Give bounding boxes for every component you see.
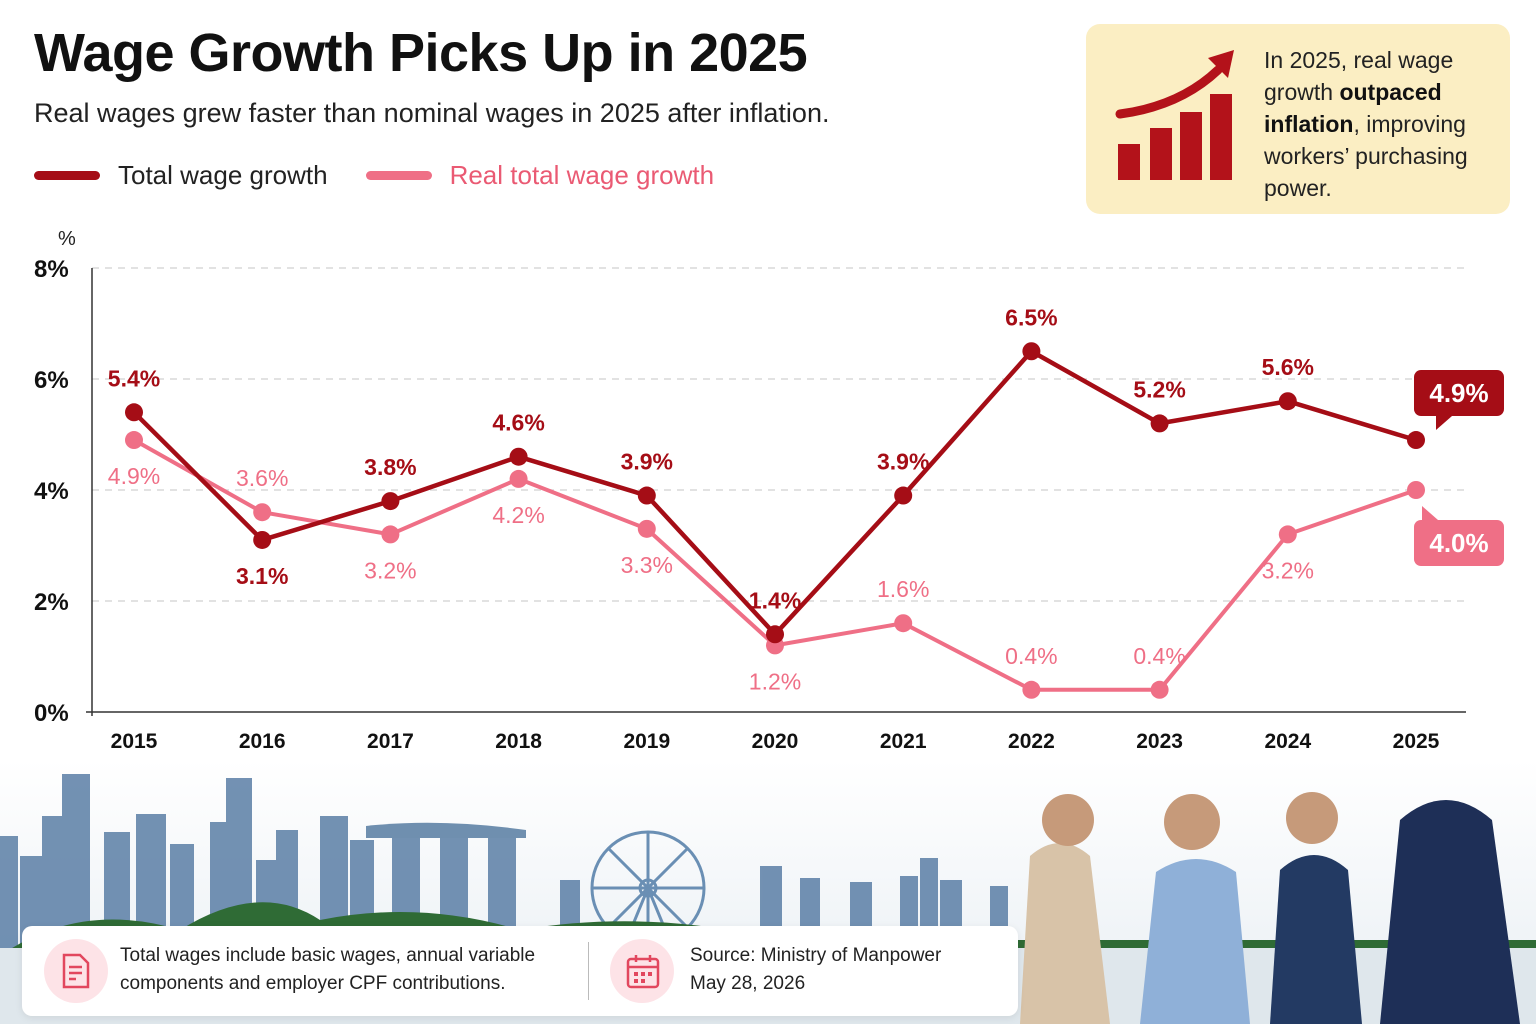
x-tick-label: 2023 <box>1136 730 1183 753</box>
callout-text-2: , improving workers’ purchasing power. <box>1264 111 1468 201</box>
legend-label-total: Total wage growth <box>118 160 328 190</box>
callout-bold-1: outpaced <box>1339 79 1442 105</box>
insight-callout: In 2025, real wage growth outpaced infla… <box>1086 24 1510 214</box>
data-point-total-wage-growth <box>253 530 272 549</box>
data-point-total-wage-growth <box>1407 431 1425 450</box>
data-point-real-total-wage-growth <box>1022 680 1041 699</box>
x-tick-label: 2017 <box>367 730 414 753</box>
footer-source-line2: May 28, 2026 <box>690 973 806 994</box>
x-tick-label: 2015 <box>111 730 158 753</box>
data-label-box-total <box>1414 370 1504 417</box>
page-title: Wage Growth Picks Up in 2025 <box>34 23 808 83</box>
data-point-real-total-wage-growth <box>1278 525 1297 544</box>
data-point-real-total-wage-growth <box>509 469 528 488</box>
data-label-total: 1.4% <box>749 587 801 613</box>
data-label-total: 3.1% <box>236 563 288 589</box>
data-label-total: 6.5% <box>1005 304 1057 330</box>
footer-divider <box>588 942 589 1000</box>
data-point-real-total-wage-growth <box>253 503 272 522</box>
data-point-total-wage-growth <box>637 486 656 505</box>
footer-definition-line2: components and employer CPF contribution… <box>120 973 506 994</box>
data-point-total-wage-growth <box>381 492 400 511</box>
x-tick-label: 2020 <box>752 730 799 753</box>
x-tick-label: 2018 <box>495 730 542 753</box>
data-point-real-total-wage-growth <box>894 614 913 633</box>
data-point-total-wage-growth <box>125 403 143 422</box>
callout-text-1: In 2025, real wage growth <box>1264 47 1454 105</box>
x-tick-label: 2019 <box>623 730 670 753</box>
data-label-total: 5.2% <box>1133 376 1185 402</box>
line-chart: % 0% 2% 4% 6% 8% 2015 2016 2017 2018 2019 2020 2021 2… <box>34 228 1504 753</box>
data-label-box-real <box>1414 520 1504 566</box>
page-subtitle: Real wages grew faster than nominal wage… <box>34 98 830 128</box>
data-point-total-wage-growth <box>1022 342 1041 361</box>
legend-item-real: Real total wage growth <box>365 160 715 191</box>
data-point-total-wage-growth <box>509 447 528 466</box>
data-label-real: 3.6% <box>236 465 288 491</box>
data-label-real: 4.2% <box>492 502 544 528</box>
legend-swatch-total <box>34 171 100 180</box>
footer-definition-line1: Total wages include basic wages, annual … <box>120 945 536 966</box>
data-point-real-total-wage-growth <box>637 519 656 538</box>
legend-swatch-real <box>365 171 432 180</box>
calendar-icon <box>610 939 674 1003</box>
footer-note: Total wages include basic wages, annual … <box>22 926 1018 1016</box>
y-tick-label: 2% <box>34 589 69 616</box>
callout-text: In 2025, real wage growth outpaced infla… <box>1264 44 1500 204</box>
data-label-real: 3.3% <box>621 552 673 578</box>
x-tick-label: 2021 <box>880 730 927 753</box>
data-label-total: 5.6% <box>1262 354 1314 380</box>
data-label-real: 1.2% <box>749 668 801 694</box>
data-label-real: 3.2% <box>364 557 416 583</box>
data-point-real-total-wage-growth <box>381 525 400 544</box>
x-tick-label: 2024 <box>1264 730 1311 753</box>
data-label-pointer-real <box>1422 506 1438 520</box>
data-label-total: 3.9% <box>621 449 673 475</box>
legend-label-real: Real total wage growth <box>449 160 715 190</box>
document-icon <box>44 939 108 1003</box>
data-label-total: 4.6% <box>492 410 544 436</box>
data-label-real: 0.4% <box>1133 643 1185 669</box>
data-label-total: 3.8% <box>364 454 416 480</box>
footer-source: Source: Ministry of Manpower May 28, 202… <box>690 942 941 998</box>
data-point-total-wage-growth <box>1278 392 1297 411</box>
x-tick-label: 2025 <box>1393 730 1440 753</box>
professionals-illustration <box>1020 792 1520 1024</box>
legend-item-total: Total wage growth <box>34 160 328 191</box>
y-tick-label: 0% <box>34 700 69 727</box>
data-label-total: 4.9% <box>1429 378 1488 408</box>
data-label-real: 0.4% <box>1005 643 1057 669</box>
data-label-pointer-total <box>1436 416 1452 431</box>
data-point-real-total-wage-growth <box>1150 680 1169 699</box>
footer-definition: Total wages include basic wages, annual … <box>120 942 535 998</box>
footer-source-line1: Source: Ministry of Manpower <box>690 945 942 966</box>
y-tick-label: 6% <box>34 367 69 394</box>
data-point-total-wage-growth <box>766 625 784 644</box>
growth-chart-icon <box>1115 50 1234 180</box>
data-label-total: 3.9% <box>877 449 929 475</box>
data-point-total-wage-growth <box>1150 414 1169 433</box>
callout-bold-2: inflation <box>1264 111 1354 137</box>
chart-legend: Total wage growth Real total wage growth <box>34 160 752 191</box>
x-tick-label: 2022 <box>1008 730 1055 753</box>
data-point-real-total-wage-growth <box>125 431 143 450</box>
data-point-real-total-wage-growth <box>1407 481 1425 499</box>
data-label-real: 3.2% <box>1262 557 1314 583</box>
data-label-real: 4.9% <box>108 463 160 489</box>
y-tick-label: 4% <box>34 478 69 505</box>
y-tick-label: 8% <box>34 256 69 283</box>
y-axis-unit: % <box>58 228 76 250</box>
data-label-total: 5.4% <box>108 365 160 391</box>
x-tick-label: 2016 <box>239 730 286 753</box>
data-label-real: 1.6% <box>877 576 929 602</box>
data-label-real: 4.0% <box>1429 528 1488 558</box>
data-point-total-wage-growth <box>894 486 913 505</box>
